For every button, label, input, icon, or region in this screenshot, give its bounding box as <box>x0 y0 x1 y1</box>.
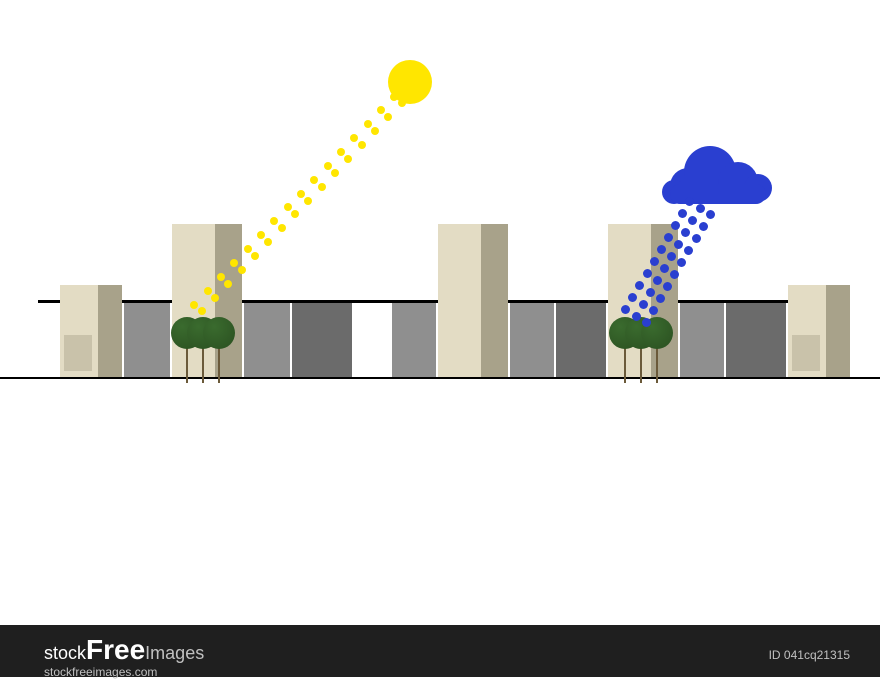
ray-dot <box>688 216 697 225</box>
ray-dot <box>270 217 278 225</box>
ground-line <box>0 377 880 379</box>
watermark-url: stockfreeimages.com <box>44 665 157 679</box>
ray-dot <box>204 287 212 295</box>
ray-dot <box>251 252 259 260</box>
watermark-free-text: Free <box>86 634 145 666</box>
ray-dot <box>318 183 326 191</box>
diagram-canvas: stock Free Images stockfreeimages.com ID… <box>0 0 880 692</box>
watermark-id: ID 041cq21315 <box>769 648 850 662</box>
ray-dot <box>681 228 690 237</box>
recess-panel <box>680 303 724 377</box>
ray-dot <box>337 148 345 156</box>
watermark-stock-text: stock <box>44 643 86 664</box>
ray-dot <box>646 288 655 297</box>
ray-dot <box>364 120 372 128</box>
ray-dot <box>692 234 701 243</box>
ray-dot <box>257 231 265 239</box>
tree <box>178 311 234 383</box>
watermark-strip: stock Free Images stockfreeimages.com ID… <box>0 625 880 677</box>
ray-dot <box>706 210 715 219</box>
ray-dot <box>371 127 379 135</box>
ray-dot <box>291 210 299 218</box>
building-shadow <box>481 224 508 377</box>
ray-dot <box>660 264 669 273</box>
recess-panel <box>556 303 606 377</box>
ray-dot <box>304 197 312 205</box>
ray-dot <box>238 266 246 274</box>
ray-dot <box>677 258 686 267</box>
ray-dot <box>670 270 679 279</box>
ray-dot <box>344 155 352 163</box>
ray-dot <box>278 224 286 232</box>
ray-dot <box>390 93 398 101</box>
ray-dot <box>358 141 366 149</box>
ray-dot <box>685 197 694 206</box>
ray-dot <box>671 221 680 230</box>
ray-dot <box>384 113 392 121</box>
ray-dot <box>643 269 652 278</box>
ray-dot <box>377 106 385 114</box>
ray-dot <box>696 204 705 213</box>
recess-panel <box>392 303 436 377</box>
ray-dot <box>639 300 648 309</box>
recess-panel <box>510 303 554 377</box>
ray-dot <box>324 162 332 170</box>
ray-dot <box>297 190 305 198</box>
recess-panel <box>292 303 352 377</box>
watermark-logo: stock Free Images <box>44 634 204 666</box>
ray-dot <box>331 169 339 177</box>
ray-dot <box>217 273 225 281</box>
ray-dot <box>653 276 662 285</box>
ray-dot <box>678 209 687 218</box>
ray-dot <box>649 306 658 315</box>
building-shadow <box>826 285 850 377</box>
ray-dot <box>674 240 683 249</box>
building-inner-block <box>792 335 820 371</box>
ray-dot <box>284 203 292 211</box>
recess-panel <box>244 303 290 377</box>
building-inner-block <box>64 335 92 371</box>
recess-panel <box>726 303 786 377</box>
ray-dot <box>264 238 272 246</box>
ray-dot <box>350 134 358 142</box>
ray-dot <box>656 294 665 303</box>
ray-dot <box>224 280 232 288</box>
ray-dot <box>667 252 676 261</box>
ray-dot <box>684 246 693 255</box>
ray-dot <box>398 99 406 107</box>
watermark-images-text: Images <box>145 643 204 664</box>
ray-dot <box>650 257 659 266</box>
ray-dot <box>244 245 252 253</box>
ray-dot <box>632 312 641 321</box>
ray-dot <box>211 294 219 302</box>
ray-dot <box>642 318 651 327</box>
ray-dot <box>663 282 672 291</box>
ray-dot <box>699 222 708 231</box>
ray-dot <box>190 301 198 309</box>
ray-dot <box>310 176 318 184</box>
recess-panel <box>124 303 170 377</box>
building-shadow <box>98 285 122 377</box>
